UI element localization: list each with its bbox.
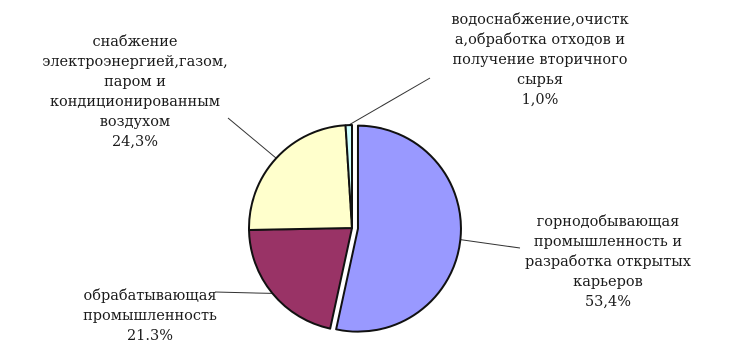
pie-slices	[248, 123, 462, 333]
pie-slice-water-leader	[348, 77, 431, 126]
pie-slice-energy	[248, 124, 353, 231]
pie-slice-manufacturing	[248, 227, 353, 330]
slice-label-energy-value: 24,3%	[111, 134, 159, 150]
slice-label-manufacturing-line-2: промышленность	[83, 308, 217, 324]
slice-label-mining-line-1: горнодобывающая	[536, 214, 680, 230]
slice-label-energy-line-1: снабжение	[92, 34, 178, 50]
slice-label-mining-line-4: карьеров	[573, 274, 643, 290]
slice-label-water: водоснабжение,очистк а,обработка отходов…	[420, 10, 660, 110]
slice-label-mining-line-2: промышленность и	[533, 234, 683, 250]
pie-slice-water	[344, 123, 353, 229]
slice-label-water-line-2: а,обработка отходов и	[454, 32, 626, 48]
slice-label-energy-line-4: кондиционированным	[49, 94, 221, 110]
leader-lines	[214, 77, 521, 294]
pie-slice-mining-leader	[460, 239, 521, 249]
slice-label-mining-line-3: разработка открытых	[525, 254, 691, 270]
slice-label-energy: снабжение электроэнергией,газом, паром и…	[20, 32, 250, 152]
slice-label-energy-line-5: воздухом	[99, 114, 171, 130]
slice-label-manufacturing-value: 21.3%	[126, 328, 174, 344]
slice-label-water-line-4: сырья	[517, 72, 563, 88]
pie-slice-manufacturing-leader	[214, 291, 273, 294]
slice-label-mining: горнодобывающая промышленность и разрабо…	[508, 212, 708, 312]
slice-label-energy-line-3: паром и	[104, 74, 166, 90]
slice-label-water-line-1: водоснабжение,очистк	[451, 12, 629, 28]
pie-slice-energy-leader	[227, 117, 277, 159]
slice-label-mining-value: 53,4%	[584, 294, 632, 310]
slice-label-manufacturing: обрабатывающая промышленность 21.3%	[55, 286, 245, 346]
slice-label-energy-line-2: электроэнергией,газом,	[42, 54, 228, 70]
slice-label-water-value: 1,0%	[521, 92, 559, 108]
slice-label-manufacturing-line-1: обрабатывающая	[83, 288, 217, 304]
pie-slice-mining	[335, 124, 462, 333]
slice-label-water-line-3: получение вторичного	[452, 52, 628, 68]
